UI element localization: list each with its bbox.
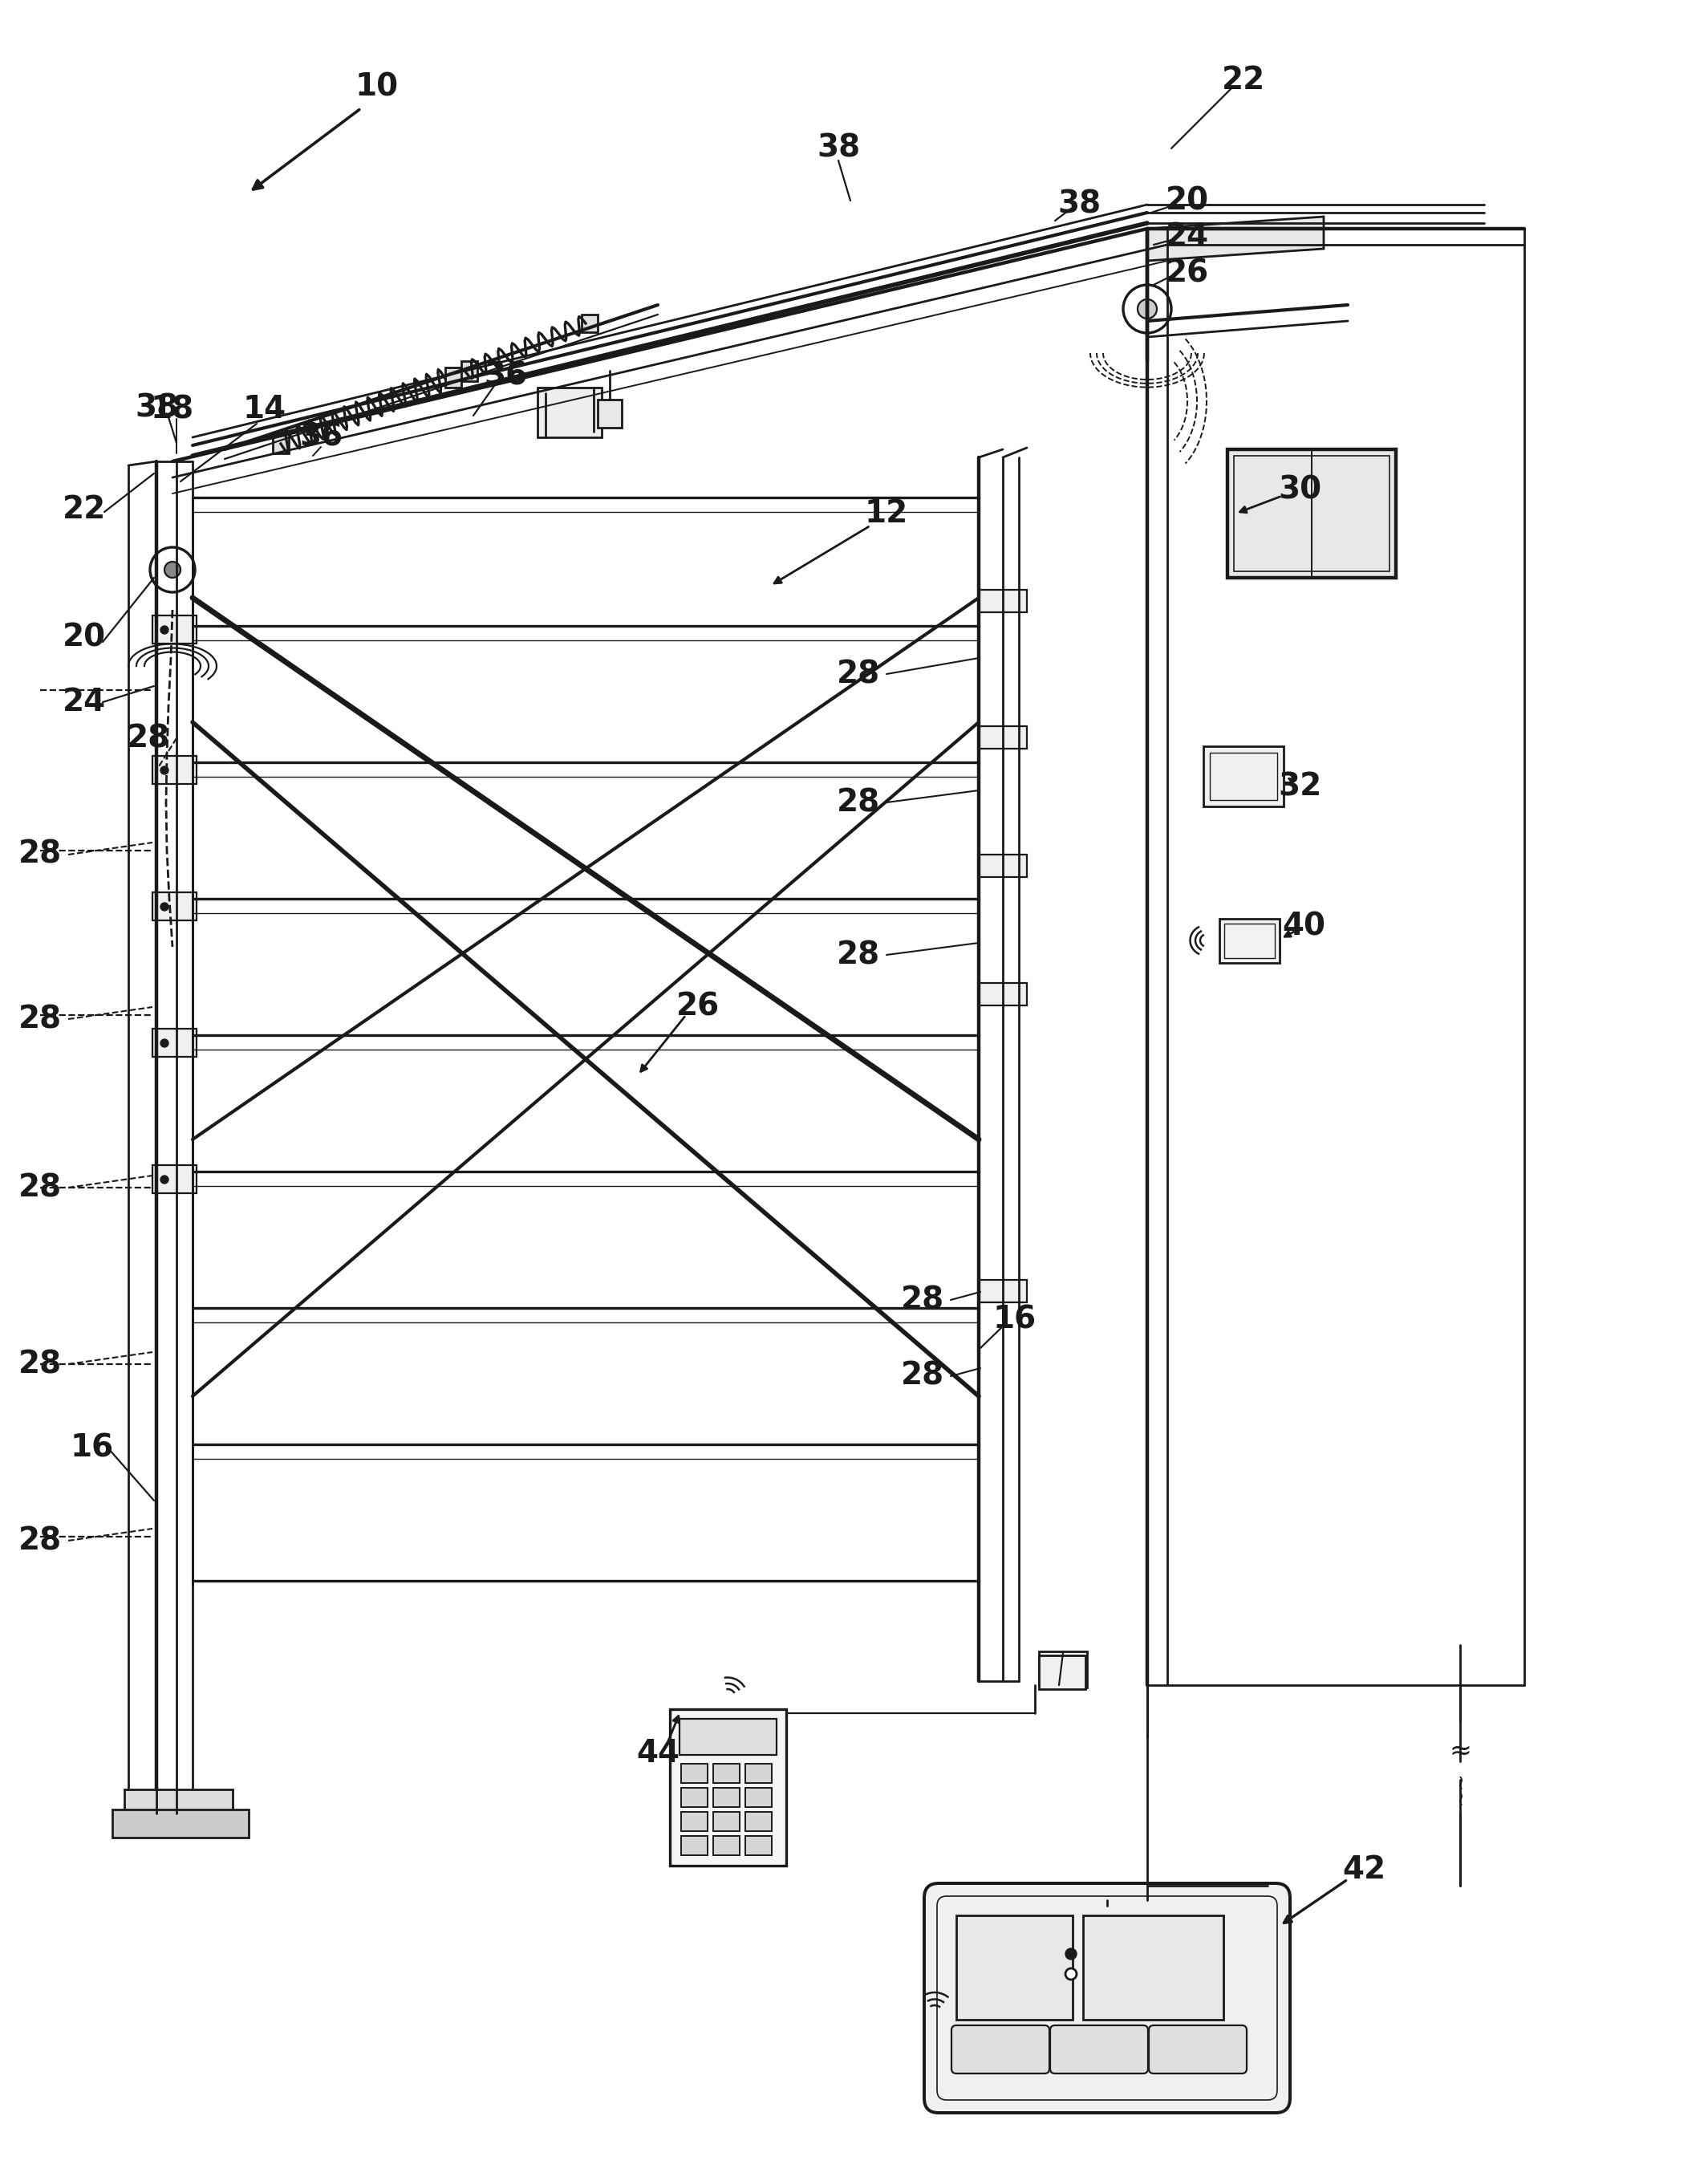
Bar (670, 1709, 786, 1866)
Bar (979, 727, 1027, 749)
Bar (714, 1835, 740, 1855)
Text: 20: 20 (63, 623, 106, 653)
Bar (979, 856, 1027, 877)
Bar (1204, 747, 1284, 805)
Text: 12: 12 (864, 499, 909, 529)
Bar (745, 1835, 772, 1855)
Text: 22: 22 (63, 494, 106, 525)
Text: ≈: ≈ (1448, 1737, 1471, 1763)
Text: 28: 28 (19, 1350, 61, 1380)
Bar (152, 1165, 196, 1193)
Bar (979, 1280, 1027, 1302)
Text: 28: 28 (19, 840, 61, 871)
Bar (681, 1835, 707, 1855)
Circle shape (164, 562, 181, 577)
Text: 28: 28 (837, 788, 880, 819)
Text: 28: 28 (837, 940, 880, 971)
Circle shape (1066, 1968, 1076, 1979)
Bar (152, 616, 196, 644)
Bar (745, 1811, 772, 1831)
Text: 10: 10 (355, 72, 398, 102)
Bar (745, 1763, 772, 1783)
Bar (461, 361, 477, 381)
FancyBboxPatch shape (1050, 2025, 1148, 2073)
Text: 38: 38 (1057, 189, 1100, 220)
Bar (714, 1787, 740, 1807)
Text: 18: 18 (150, 394, 195, 425)
Circle shape (161, 1038, 169, 1047)
Bar (1047, 1659, 1079, 1683)
Bar (956, 1916, 1073, 2020)
Text: 20: 20 (1165, 185, 1209, 216)
Bar (152, 893, 196, 921)
Text: 44: 44 (635, 1737, 680, 1768)
Circle shape (1138, 298, 1156, 318)
Circle shape (1124, 285, 1172, 333)
Bar (1225, 923, 1274, 958)
FancyBboxPatch shape (951, 2025, 1049, 2073)
Text: 30: 30 (1278, 475, 1322, 505)
Text: 36: 36 (299, 422, 343, 453)
Polygon shape (1148, 218, 1324, 261)
Circle shape (161, 1176, 169, 1184)
Text: 14: 14 (243, 394, 287, 425)
Bar (979, 984, 1027, 1006)
Text: 28: 28 (19, 1004, 61, 1034)
Bar (681, 1787, 707, 1807)
Bar (680, 1720, 777, 1755)
Text: 28: 28 (19, 1526, 61, 1557)
Bar (1220, 919, 1279, 962)
Text: 32: 32 (1278, 771, 1322, 801)
Bar (152, 1030, 196, 1056)
Text: 28: 28 (126, 723, 171, 753)
Text: 28: 28 (900, 1361, 945, 1391)
Polygon shape (125, 1789, 232, 1813)
Bar (714, 1811, 740, 1831)
Bar (1038, 1652, 1086, 1687)
Text: 26: 26 (676, 993, 719, 1023)
Circle shape (161, 903, 169, 910)
Text: 24: 24 (63, 688, 106, 718)
Bar (681, 1811, 707, 1831)
Text: 16: 16 (992, 1304, 1037, 1335)
Circle shape (150, 546, 195, 592)
Polygon shape (113, 1809, 249, 1837)
Bar (1209, 753, 1278, 799)
Bar (745, 1787, 772, 1807)
Bar (446, 368, 461, 388)
Bar (1228, 448, 1395, 577)
Bar (598, 401, 622, 427)
Bar (1083, 1916, 1223, 2020)
Text: 28: 28 (837, 660, 880, 690)
Bar (582, 313, 598, 333)
Text: 22: 22 (1221, 65, 1266, 96)
Bar (1233, 455, 1390, 570)
Text: 28: 28 (19, 1173, 61, 1204)
Bar (1038, 1655, 1086, 1689)
FancyBboxPatch shape (1149, 2025, 1247, 2073)
Text: 42: 42 (1342, 1855, 1385, 1885)
Bar (273, 433, 289, 453)
Bar (538, 388, 601, 438)
Bar (152, 755, 196, 784)
Bar (681, 1763, 707, 1783)
Text: 40: 40 (1283, 912, 1325, 943)
Bar (714, 1763, 740, 1783)
Text: 38: 38 (816, 133, 861, 163)
Text: ~~: ~~ (1450, 1772, 1469, 1805)
Text: 36: 36 (483, 359, 528, 392)
Circle shape (1066, 1948, 1076, 1959)
Circle shape (161, 627, 169, 634)
Text: 24: 24 (1165, 222, 1209, 253)
Text: 38: 38 (135, 392, 178, 422)
Bar (979, 590, 1027, 612)
FancyBboxPatch shape (924, 1883, 1290, 2114)
Circle shape (161, 766, 169, 775)
Text: 28: 28 (900, 1284, 945, 1315)
Text: 26: 26 (1165, 257, 1209, 287)
Text: 16: 16 (70, 1432, 114, 1463)
